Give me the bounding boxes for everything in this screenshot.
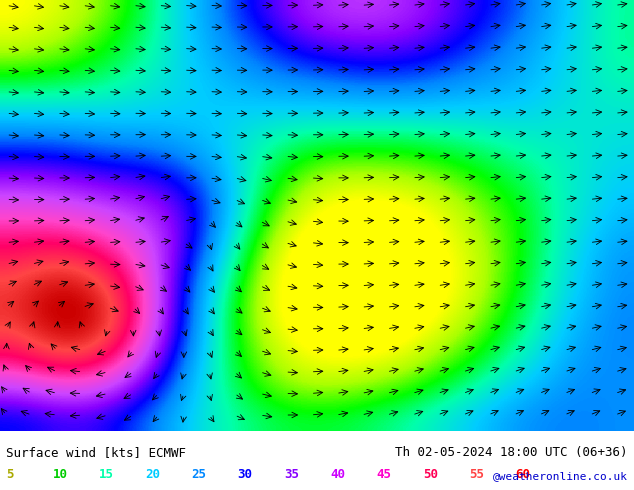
Text: 5: 5 xyxy=(6,468,14,481)
Text: 60: 60 xyxy=(515,468,531,481)
Text: 20: 20 xyxy=(145,468,160,481)
Text: 30: 30 xyxy=(238,468,253,481)
Text: 45: 45 xyxy=(377,468,392,481)
Text: 40: 40 xyxy=(330,468,346,481)
Text: Surface wind [kts] ECMWF: Surface wind [kts] ECMWF xyxy=(6,446,186,459)
Text: @weatheronline.co.uk: @weatheronline.co.uk xyxy=(493,471,628,481)
Text: 10: 10 xyxy=(53,468,68,481)
Text: 35: 35 xyxy=(284,468,299,481)
Text: 55: 55 xyxy=(469,468,484,481)
Text: 15: 15 xyxy=(99,468,114,481)
Text: 25: 25 xyxy=(191,468,207,481)
Text: 50: 50 xyxy=(423,468,438,481)
Text: Th 02-05-2024 18:00 UTC (06+36): Th 02-05-2024 18:00 UTC (06+36) xyxy=(395,446,628,459)
